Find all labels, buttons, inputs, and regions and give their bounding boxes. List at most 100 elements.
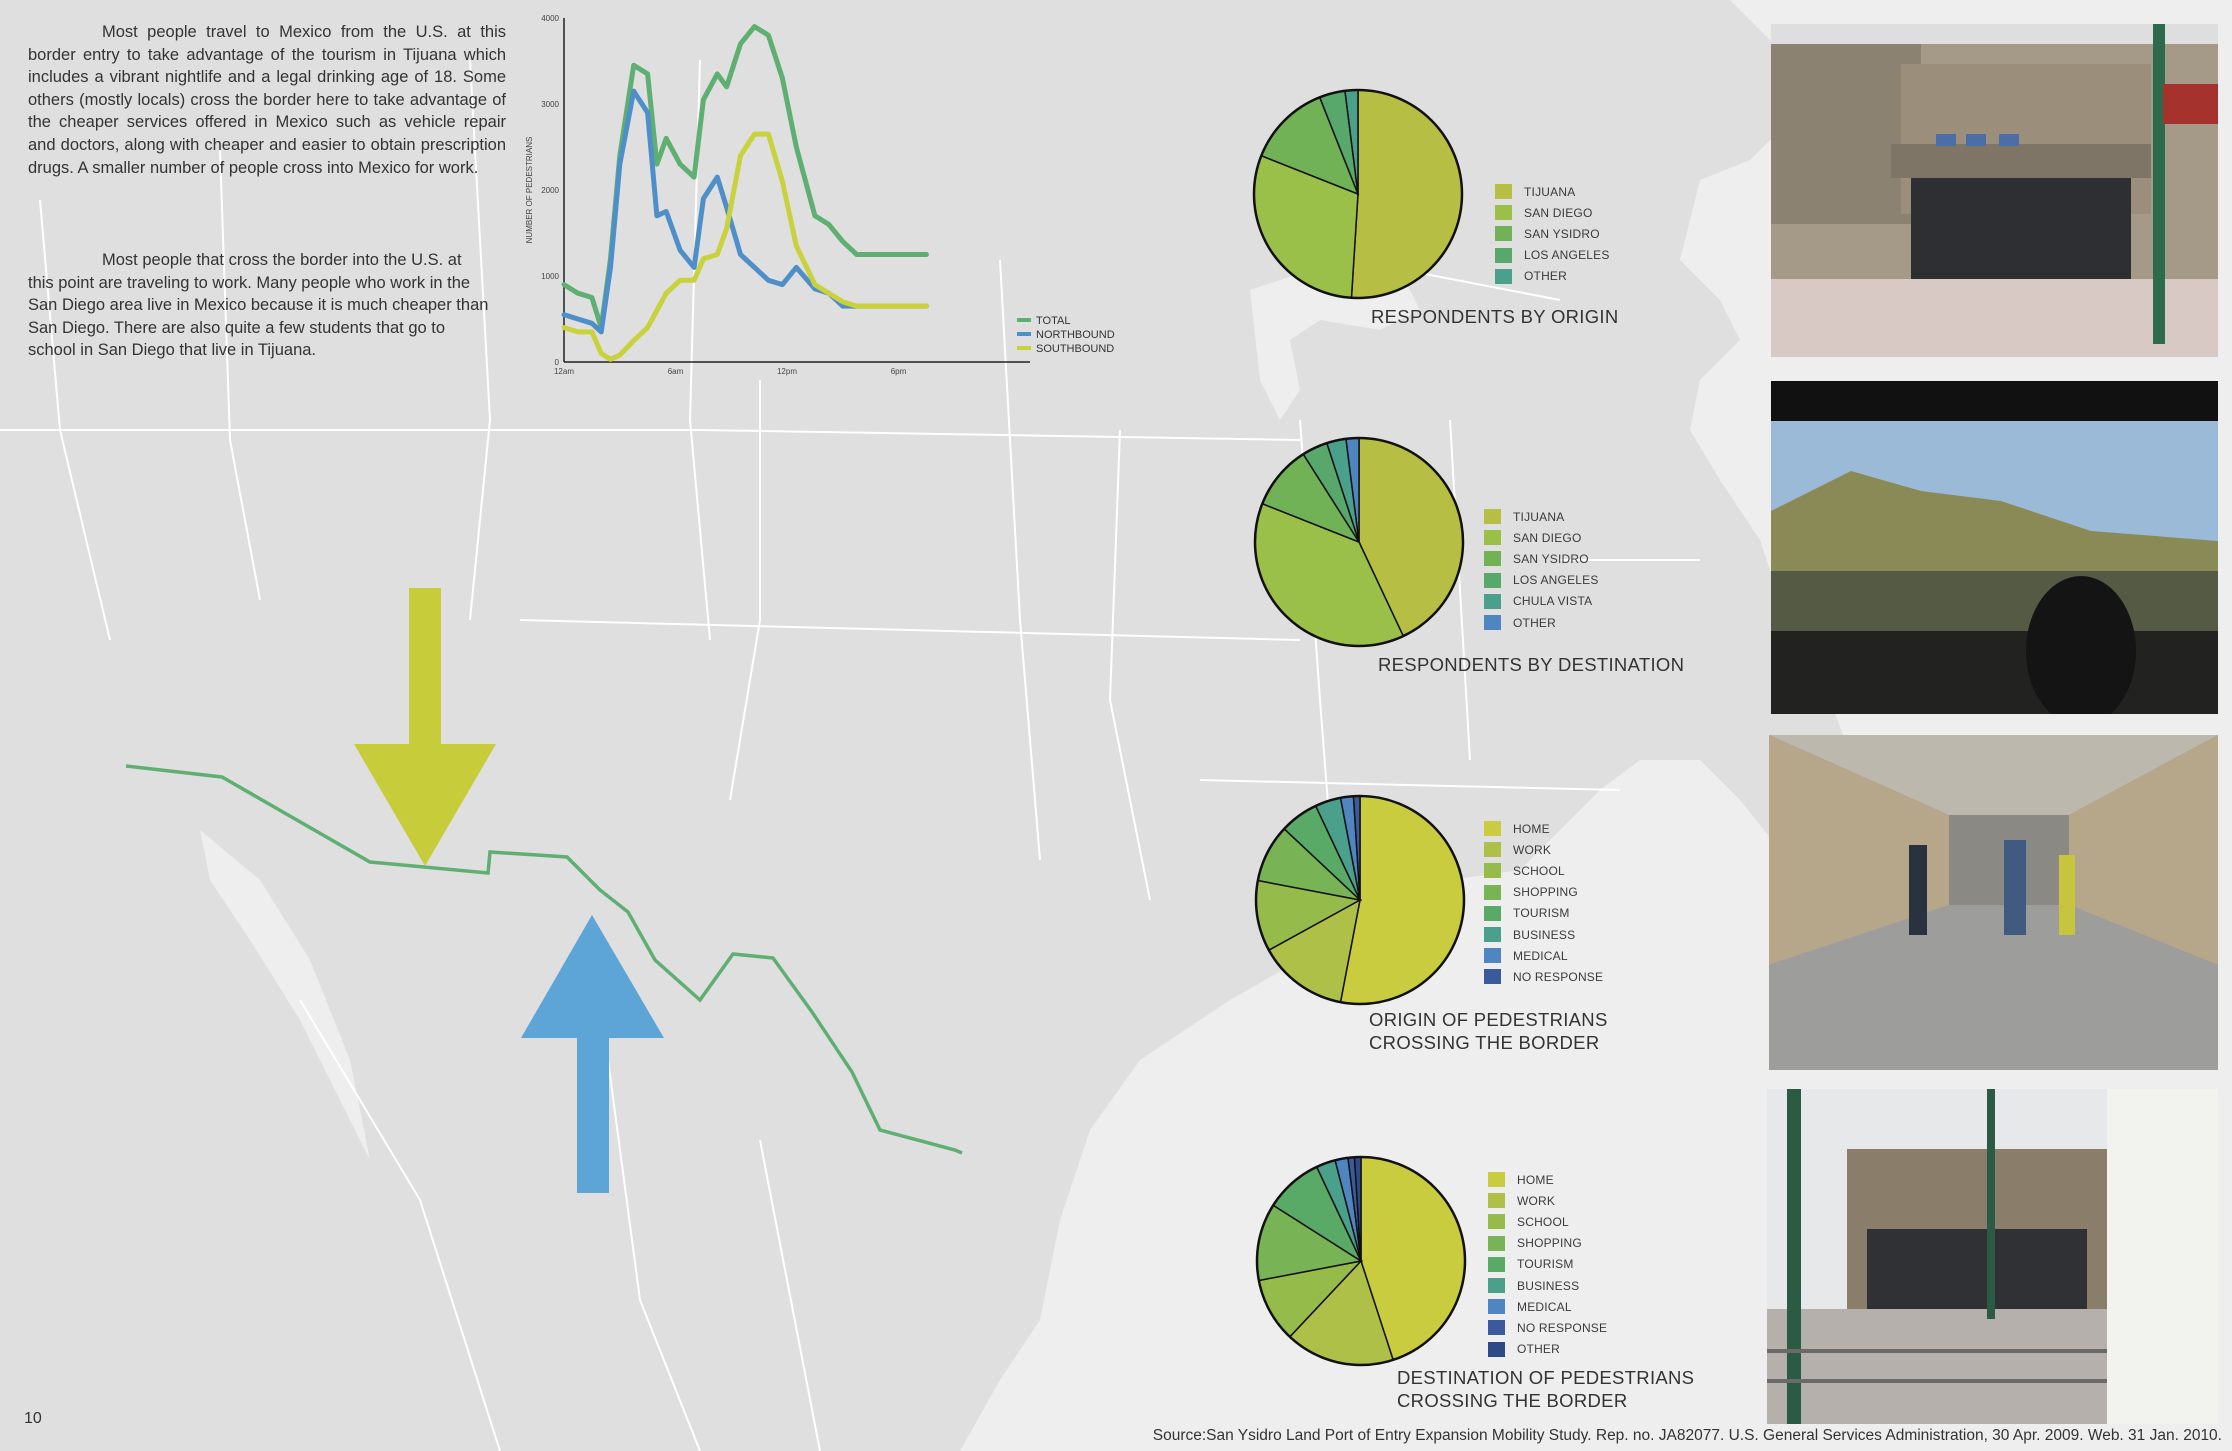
pie-respondents-by-origin [1252, 88, 1464, 300]
legend-item: TIJUANA [1495, 181, 1610, 202]
y-tick-label: 1000 [541, 272, 559, 281]
y-tick-label: 4000 [541, 14, 559, 23]
legend-swatch [1495, 205, 1512, 221]
legend-swatch [1488, 1214, 1505, 1230]
legend-item: HOME [1484, 818, 1603, 839]
legend-swatch [1484, 927, 1501, 943]
pie-outline [1255, 1155, 1467, 1367]
legend-item: WORK [1484, 839, 1603, 860]
legend-label: NO RESPONSE [1517, 1320, 1608, 1335]
y-tick-label: 0 [555, 358, 560, 367]
legend-swatch [1484, 509, 1501, 525]
us-landmass [0, 0, 1900, 1451]
legend-label: NORTHBOUND [1036, 329, 1115, 341]
pie-title-origin-of-pedestrians: ORIGIN OF PEDESTRIANS CROSSING THE BORDE… [1369, 1009, 1608, 1053]
pie-title-respondents-by-destination: RESPONDENTS BY DESTINATION [1378, 654, 1685, 675]
x-tick-label: 6pm [891, 367, 907, 376]
legend-item: MEDICAL [1488, 1296, 1607, 1317]
legend-label: TOURISM [1517, 1257, 1574, 1272]
legend-label: HOME [1513, 821, 1550, 836]
legend-label: CHULA VISTA [1513, 594, 1593, 609]
legend-item: HOME [1488, 1169, 1607, 1190]
legend-label: TOTAL [1036, 315, 1070, 327]
legend-item: SHOPPING [1488, 1233, 1607, 1254]
legend-swatch [1484, 842, 1501, 858]
intro-paragraph-northbound: Most people that cross the border into t… [28, 249, 490, 362]
legend-item: OTHER [1488, 1339, 1607, 1360]
photo-border-station-entrance [1771, 24, 2218, 357]
legend-swatch [1484, 884, 1501, 900]
legend-swatch [1495, 226, 1512, 242]
page-number: 10 [24, 1410, 42, 1427]
legend-respondents-by-destination: TIJUANA SAN DIEGO SAN YSIDRO LOS ANGELES CHU… [1484, 506, 1599, 633]
photo-pedestrian-bridge [1769, 735, 2218, 1070]
legend-item: SCHOOL [1488, 1211, 1607, 1232]
legend-label: TIJUANA [1524, 184, 1576, 199]
legend-item: SAN YSIDRO [1484, 548, 1599, 569]
legend-swatch [1484, 593, 1501, 609]
legend-swatch [1484, 863, 1501, 879]
legend-swatch [1484, 572, 1501, 588]
legend-swatch [1488, 1341, 1505, 1357]
legend-swatch [1484, 551, 1501, 567]
legend-swatch [1488, 1278, 1505, 1294]
legend-item: LOS ANGELES [1495, 245, 1610, 266]
legend-swatch [1488, 1193, 1505, 1209]
legend-label: OTHER [1513, 615, 1556, 630]
legend-label: BUSINESS [1513, 927, 1576, 942]
legend-label: SAN DIEGO [1524, 205, 1593, 220]
legend-label: OTHER [1517, 1342, 1560, 1357]
legend-item: OTHER [1495, 266, 1610, 287]
pie-outline [1254, 794, 1466, 1006]
legend-swatch [1495, 184, 1512, 200]
series-line-northbound [561, 88, 929, 335]
legend-label: SOUTHBOUND [1036, 343, 1114, 355]
pedestrian-line-chart: 0 1000 2000 3000 4000 12am 6am 12pm 6pm NUMBER OF… [525, 14, 1115, 376]
legend-item: TIJUANA [1484, 506, 1599, 527]
legend-item: MEDICAL [1484, 945, 1603, 966]
legend-origin-of-pedestrians: HOME WORK SCHOOL SHOPPING TOURISM BUSINESS MED… [1484, 818, 1603, 988]
pie-slice-tijuana [1350, 89, 1463, 299]
x-tick-label: 12pm [777, 367, 797, 376]
legend-swatch [1488, 1235, 1505, 1251]
legend-item: TOURISM [1488, 1254, 1607, 1275]
pie-respondents-by-destination [1253, 436, 1465, 648]
y-axis-label: NUMBER OF PEDESTRIANS [525, 137, 534, 244]
paragraph-text: Most people that cross the border into t… [28, 251, 489, 360]
legend-swatch [1484, 969, 1501, 985]
paragraph-text: Most people travel to Mexico from the U.… [28, 23, 506, 177]
legend-swatch [1484, 821, 1501, 837]
legend-item: NO RESPONSE [1488, 1317, 1607, 1338]
legend-swatch [1488, 1320, 1505, 1336]
legend-swatch [1017, 332, 1031, 336]
legend-label: MEDICAL [1513, 948, 1568, 963]
legend-item: SAN YSIDRO [1495, 223, 1610, 244]
legend-swatch [1488, 1299, 1505, 1315]
legend-label: SCHOOL [1513, 863, 1565, 878]
intro-paragraph-southbound: Most people travel to Mexico from the U.… [28, 21, 506, 179]
y-tick-label: 2000 [541, 186, 559, 195]
legend-swatch [1488, 1172, 1505, 1188]
source-citation: Source:San Ysidro Land Port of Entry Exp… [1152, 1427, 2222, 1444]
series-line-southbound [561, 131, 929, 362]
pie-destination-of-pedestrians [1255, 1155, 1467, 1367]
legend-label: LOS ANGELES [1524, 248, 1610, 263]
legend-label: LOS ANGELES [1513, 573, 1599, 588]
legend-item: CHULA VISTA [1484, 591, 1599, 612]
y-tick-label: 3000 [541, 100, 559, 109]
legend-label: TIJUANA [1513, 509, 1565, 524]
legend-label: NO RESPONSE [1513, 969, 1604, 984]
legend-item: OTHER [1484, 612, 1599, 633]
northbound-arrow [521, 915, 664, 1193]
legend-item: SAN DIEGO [1484, 527, 1599, 548]
legend-label: WORK [1513, 842, 1552, 857]
legend-item: LOS ANGELES [1484, 570, 1599, 591]
legend-label: HOME [1517, 1172, 1554, 1187]
legend-label: BUSINESS [1517, 1278, 1580, 1293]
legend-label: SAN DIEGO [1513, 530, 1582, 545]
legend-item: SHOPPING [1484, 882, 1603, 903]
x-tick-label: 12am [554, 367, 574, 376]
southbound-arrow [354, 588, 496, 866]
legend-item: BUSINESS [1488, 1275, 1607, 1296]
x-tick-label: 6am [668, 367, 684, 376]
